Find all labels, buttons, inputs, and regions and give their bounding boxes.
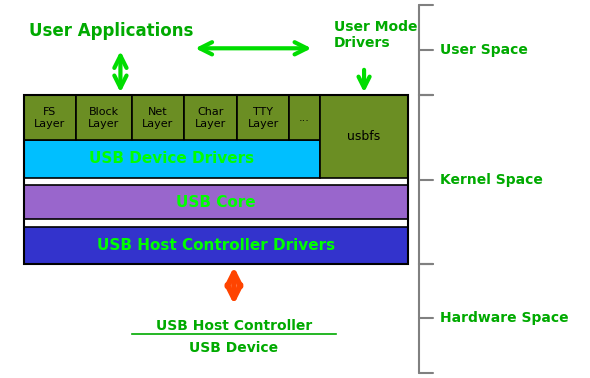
Text: Char
Layer: Char Layer xyxy=(195,107,226,129)
FancyBboxPatch shape xyxy=(24,185,408,219)
FancyBboxPatch shape xyxy=(24,95,76,140)
Text: Hardware Space: Hardware Space xyxy=(440,311,569,325)
FancyBboxPatch shape xyxy=(24,140,320,178)
Text: Kernel Space: Kernel Space xyxy=(440,173,543,187)
Text: User Space: User Space xyxy=(440,43,528,57)
Text: USB Device: USB Device xyxy=(189,341,278,355)
FancyBboxPatch shape xyxy=(320,95,408,178)
Text: USB Core: USB Core xyxy=(176,195,255,210)
Text: User Applications: User Applications xyxy=(29,22,194,40)
Text: USB Device Drivers: USB Device Drivers xyxy=(89,152,254,166)
Text: FS
Layer: FS Layer xyxy=(34,107,65,129)
Text: usbfs: usbfs xyxy=(348,130,381,143)
Text: TTY
Layer: TTY Layer xyxy=(247,107,278,129)
FancyBboxPatch shape xyxy=(76,95,132,140)
FancyBboxPatch shape xyxy=(184,95,237,140)
Text: USB Host Controller: USB Host Controller xyxy=(156,319,312,333)
Text: Net
Layer: Net Layer xyxy=(142,107,173,129)
FancyBboxPatch shape xyxy=(132,95,184,140)
Text: USB Host Controller Drivers: USB Host Controller Drivers xyxy=(97,238,335,253)
FancyBboxPatch shape xyxy=(237,95,289,140)
Text: ...: ... xyxy=(299,113,310,123)
FancyBboxPatch shape xyxy=(289,95,320,140)
Text: Block
Layer: Block Layer xyxy=(88,107,119,129)
FancyBboxPatch shape xyxy=(24,226,408,264)
Text: User Mode
Drivers: User Mode Drivers xyxy=(333,20,417,50)
